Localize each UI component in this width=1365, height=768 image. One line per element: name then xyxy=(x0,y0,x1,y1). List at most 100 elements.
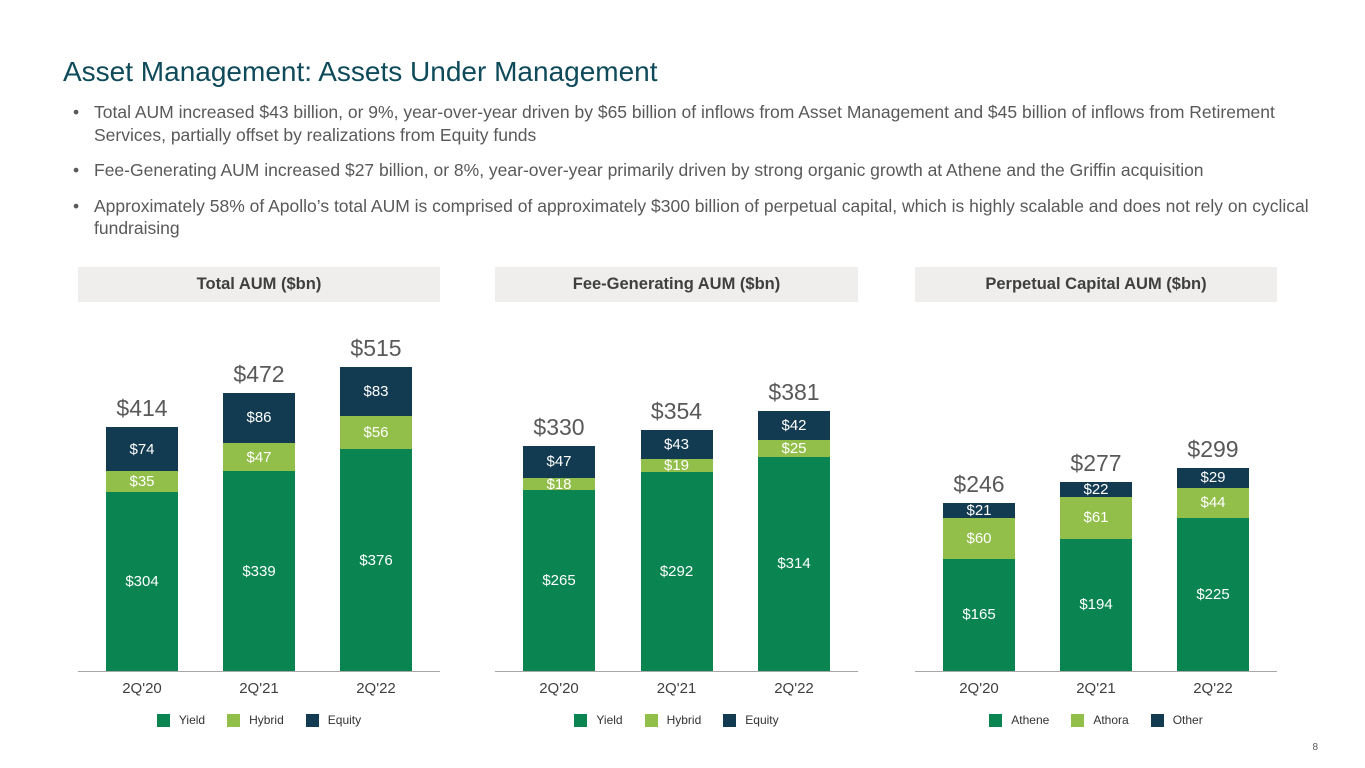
bar-segment-hybrid: $18 xyxy=(523,476,595,493)
legend-item: Yield xyxy=(574,713,623,727)
bar-segment-equity: $42 xyxy=(758,411,830,440)
bar-chart-perpetual-capital-aum: $246 $21 $60 $165 $277 $22 $61 $194 $299 $29 $44 $2… xyxy=(915,302,1277,672)
bullet-item: • Fee-Generating AUM increased $27 billi… xyxy=(63,159,1315,182)
page-title: Asset Management: Assets Under Managemen… xyxy=(63,56,658,87)
bar-total-label: $354 xyxy=(650,397,703,424)
legend-label: Yield xyxy=(596,713,623,727)
bar-segment-hybrid: $47 xyxy=(223,443,295,471)
bullet-text: Total AUM increased $43 billion, or 9%, … xyxy=(94,102,1275,145)
chart-title: Fee-Generating AUM ($bn) xyxy=(572,275,781,293)
x-axis-label: 2Q'22 xyxy=(1193,680,1233,697)
bar-segment-athora: $60 xyxy=(943,517,1015,559)
bar-segment-other: $21 xyxy=(943,502,1015,519)
chart-panel-total-aum: Total AUM ($bn) $414 $74 $35 $304 $472 $86 $47… xyxy=(78,267,440,735)
x-axis-label: 2Q'20 xyxy=(122,680,162,697)
bar-stack: $86 $47 $339 xyxy=(223,392,295,671)
bar-segment-athene: $225 xyxy=(1177,517,1249,671)
chart-panel-perpetual-capital-aum: Perpetual Capital AUM ($bn) $246 $21 $60 $1… xyxy=(915,267,1277,735)
legend-label: Equity xyxy=(327,713,362,727)
chart-legend: Yield Hybrid Equity xyxy=(78,713,440,727)
chart-title-bar: Fee-Generating AUM ($bn) xyxy=(495,267,858,302)
bar-segment-yield: $376 xyxy=(340,449,412,671)
bar-group: $472 $86 $47 $339 xyxy=(223,361,295,671)
bar-segment-yield: $292 xyxy=(640,471,713,671)
bar-total-label: $381 xyxy=(768,379,820,406)
bullet-text: Approximately 58% of Apollo’s total AUM … xyxy=(94,195,1309,239)
bar-stack: $43 $19 $292 xyxy=(640,429,713,671)
bullet-item: • Approximately 58% of Apollo’s total AU… xyxy=(63,195,1315,240)
x-axis-labels: 2Q'20 2Q'21 2Q'22 xyxy=(78,680,440,697)
equity-legend-swatch xyxy=(305,713,319,727)
bar-stack: $29 $44 $225 xyxy=(1177,467,1249,671)
bar-chart-fee-generating-aum: $330 $47 $18 $265 $354 $43 $19 $292 $381 $42 $25 $3… xyxy=(495,302,858,672)
athora-legend-swatch xyxy=(1071,713,1085,727)
bar-total-label: $414 xyxy=(116,395,168,422)
other-legend-swatch xyxy=(1150,713,1164,727)
bar-segment-hybrid: $25 xyxy=(758,439,830,457)
legend-label: Athene xyxy=(1011,713,1050,727)
hybrid-legend-swatch xyxy=(644,713,658,727)
bullet-text: Fee-Generating AUM increased $27 billion… xyxy=(94,160,1204,180)
bar-total-label: $246 xyxy=(953,471,1005,498)
legend-label: Athora xyxy=(1093,713,1129,727)
legend-label: Other xyxy=(1172,713,1203,727)
bar-group: $381 $42 $25 $314 xyxy=(758,379,830,671)
hybrid-legend-swatch xyxy=(227,713,241,727)
bar-segment-equity: $47 xyxy=(523,445,595,479)
x-axis-labels: 2Q'20 2Q'21 2Q'22 xyxy=(915,680,1277,697)
bar-segment-other: $29 xyxy=(1177,467,1249,488)
bar-total-label: $299 xyxy=(1187,435,1239,462)
bar-segment-equity: $74 xyxy=(106,427,178,472)
bar-group: $515 $83 $56 $376 xyxy=(340,335,412,671)
bar-segment-yield: $339 xyxy=(223,471,295,671)
legend-item: Other xyxy=(1150,713,1203,727)
legend-item: Hybrid xyxy=(644,713,702,727)
bar-segment-other: $22 xyxy=(1060,481,1132,498)
bar-segment-athora: $61 xyxy=(1060,497,1132,539)
legend-item: Athene xyxy=(989,713,1049,727)
x-axis-label: 2Q'22 xyxy=(774,680,814,697)
page-number: 8 xyxy=(1312,742,1318,753)
bullet-item: • Total AUM increased $43 billion, or 9%… xyxy=(63,101,1315,146)
chart-panel-fee-generating-aum: Fee-Generating AUM ($bn) $330 $47 $18 $265 $… xyxy=(495,267,858,735)
legend-label: Equity xyxy=(745,713,779,727)
x-axis-label: 2Q'21 xyxy=(239,680,279,697)
bar-group: $414 $74 $35 $304 xyxy=(106,395,178,671)
legend-label: Yield xyxy=(178,713,206,727)
bar-segment-yield: $304 xyxy=(106,491,178,671)
legend-item: Yield xyxy=(156,713,206,727)
bar-segment-athene: $194 xyxy=(1060,538,1132,671)
legend-item: Athora xyxy=(1071,713,1129,727)
bar-group: $299 $29 $44 $225 xyxy=(1177,436,1249,671)
bar-group: $354 $43 $19 $292 xyxy=(640,397,713,671)
bar-segment-equity: $86 xyxy=(223,392,295,444)
bar-stack: $21 $60 $165 xyxy=(943,502,1015,671)
chart-title: Perpetual Capital AUM ($bn) xyxy=(985,275,1207,293)
bar-segment-equity: $43 xyxy=(640,429,713,459)
legend-item: Hybrid xyxy=(227,713,284,727)
bar-stack: $74 $35 $304 xyxy=(106,427,178,671)
legend-item: Equity xyxy=(723,713,779,727)
chart-title-bar: Perpetual Capital AUM ($bn) xyxy=(915,267,1277,302)
bar-segment-athene: $165 xyxy=(943,558,1015,671)
legend-label: Hybrid xyxy=(249,713,284,727)
chart-legend: Athene Athora Other xyxy=(915,713,1277,727)
bar-total-label: $472 xyxy=(233,360,285,387)
x-axis-label: 2Q'21 xyxy=(1076,680,1116,697)
bar-segment-hybrid: $35 xyxy=(106,471,178,492)
bar-total-label: $277 xyxy=(1070,450,1122,477)
bar-segment-yield: $314 xyxy=(758,456,830,671)
bar-group: $277 $22 $61 $194 xyxy=(1060,450,1132,671)
bar-segment-equity: $83 xyxy=(340,367,412,417)
bar-chart-total-aum: $414 $74 $35 $304 $472 $86 $47 $339 $515 $83 $56 $3… xyxy=(78,302,440,672)
x-axis-label: 2Q'21 xyxy=(656,680,697,697)
bar-group: $330 $47 $18 $265 xyxy=(523,414,595,671)
x-axis-label: 2Q'20 xyxy=(539,680,579,697)
bullet-marker: • xyxy=(73,160,80,180)
legend-label: Hybrid xyxy=(666,713,702,727)
legend-item: Equity xyxy=(305,713,362,727)
bar-group: $246 $21 $60 $165 xyxy=(943,471,1015,671)
bar-total-label: $330 xyxy=(533,413,585,440)
x-axis-label: 2Q'20 xyxy=(959,680,999,697)
